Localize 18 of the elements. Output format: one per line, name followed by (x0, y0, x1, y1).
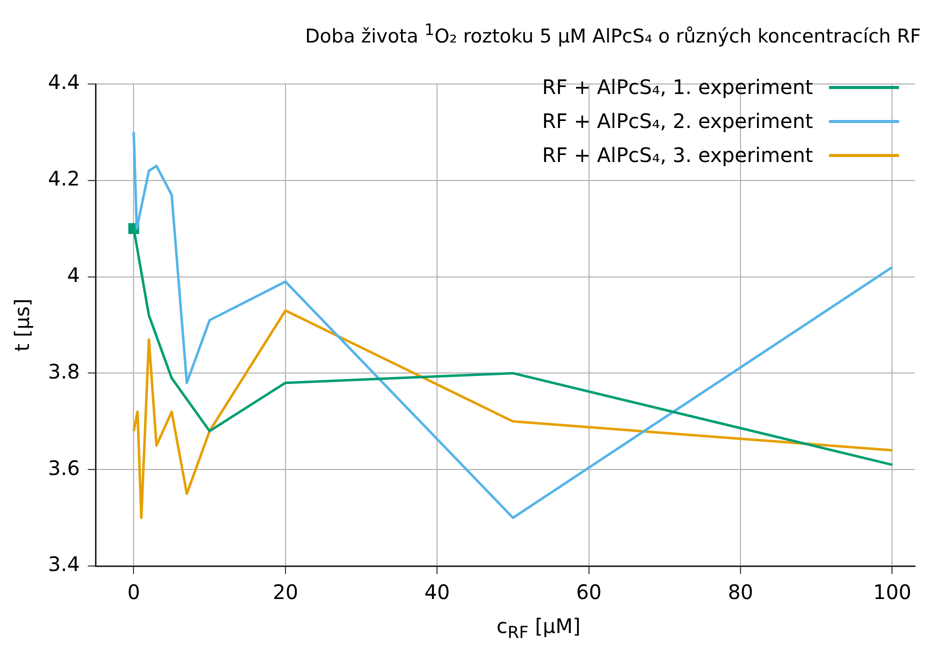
y-axis-title: t [µs] (10, 298, 34, 352)
legend-label: RF + AlPcS₄, 3. experiment (542, 142, 813, 169)
y-tick-label: 3.4 (48, 552, 80, 576)
x-tick-label: 80 (728, 580, 754, 604)
x-tick-label: 0 (127, 580, 140, 604)
y-tick-label: 4 (67, 263, 80, 288)
x-tick-label: 20 (272, 580, 298, 604)
chart-title: Doba života $^{1}$O₂ roztoku 5 µM AlPcS₄ o různých koncentracích RF (304, 19, 922, 50)
x-tick-label: 60 (576, 580, 602, 604)
legend-label: RF + AlPcS₄, 2. experiment (542, 108, 813, 135)
y-tick-label: 4.4 (48, 70, 80, 94)
x-tick-label: 40 (424, 580, 450, 604)
x-axis-title: c$_{RF}$ [µM] (495, 614, 582, 642)
y-tick-label: 4.2 (48, 166, 80, 191)
y-tick-label: 3.8 (48, 359, 80, 384)
x-tick-label: 100 (873, 580, 912, 604)
legend-label: RF + AlPcS₄, 1. experiment (542, 74, 813, 101)
y-tick-label: 3.6 (48, 456, 80, 480)
